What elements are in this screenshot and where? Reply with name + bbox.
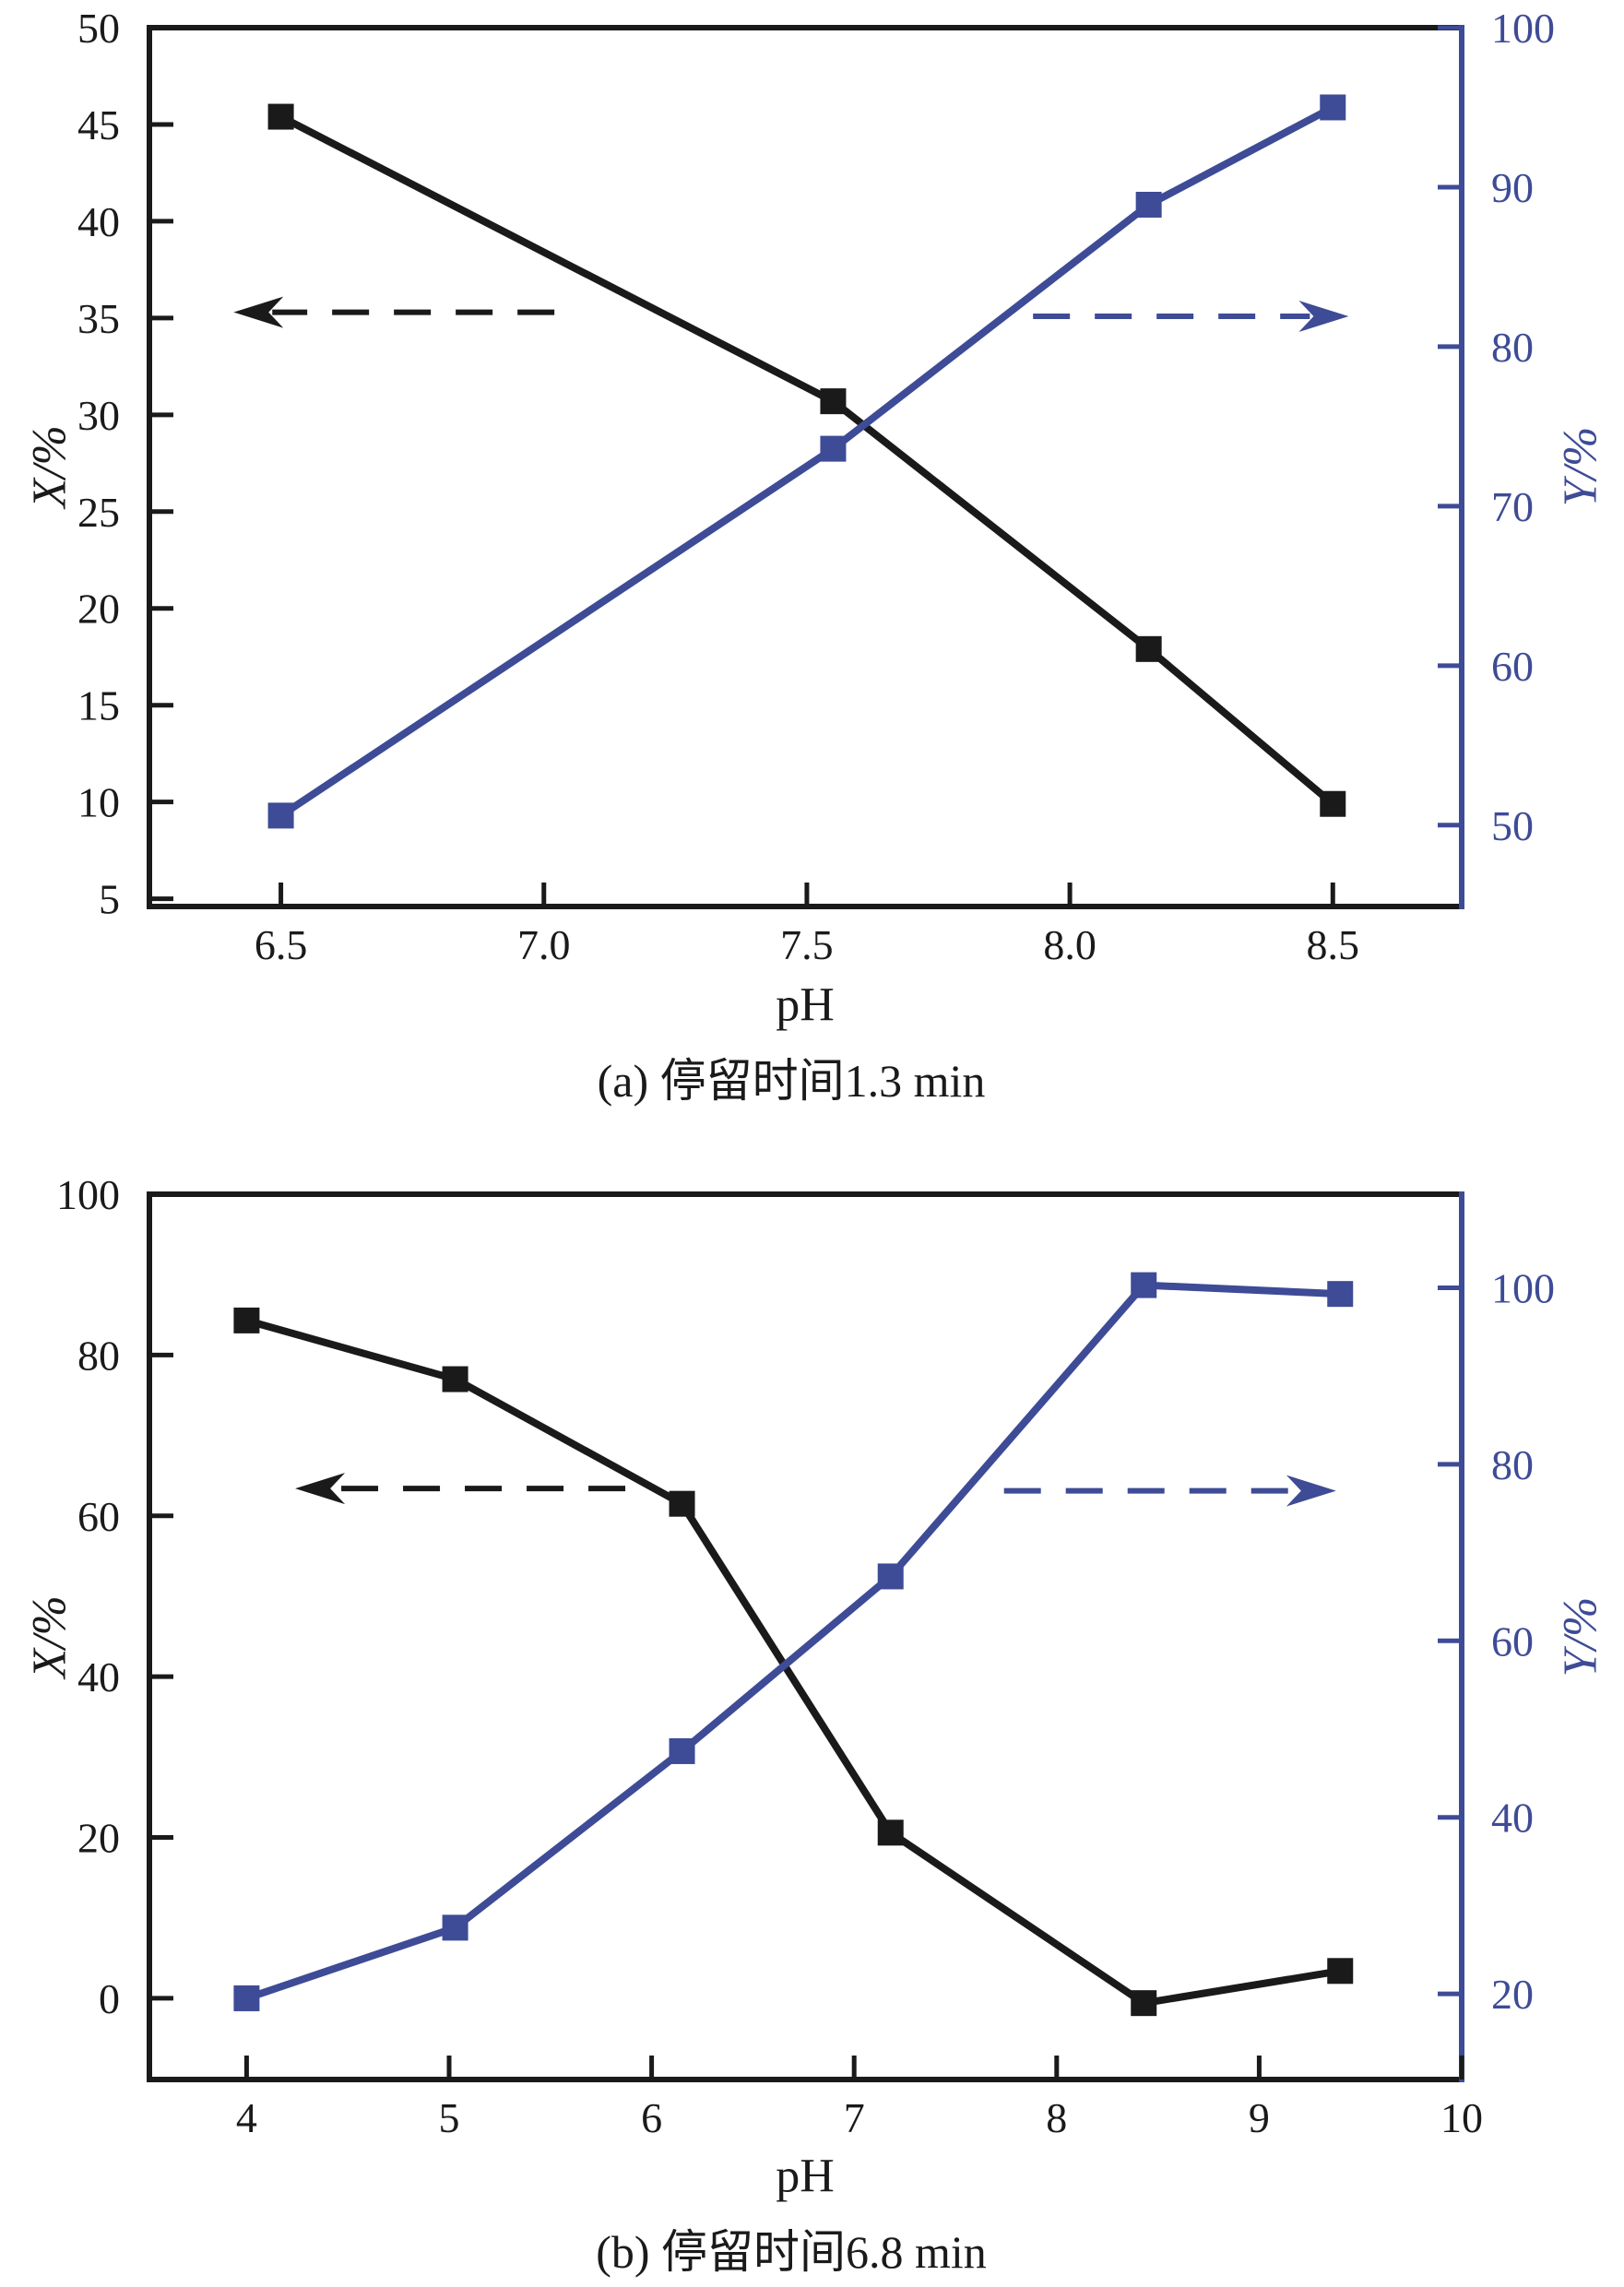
x-axis-tick-label: 8 [1046,2094,1067,2141]
left-axis-tick-label: 45 [77,101,120,148]
left-axis-tick-label: 20 [77,586,120,633]
data-point-marker [877,1563,904,1590]
left-axis-tick-label: 20 [77,1815,120,1862]
right-axis-tick-label: 20 [1491,1971,1534,2018]
x-axis-title-a: pH [776,978,835,1032]
x-axis-tick-label: 5 [439,2094,460,2141]
left-axis-tick-label: 25 [77,489,120,536]
right-axis-tick-label: 100 [1491,5,1555,52]
annotation-arrowhead [295,1473,346,1505]
series-line [245,1281,1341,2002]
left-axis-tick-label: 35 [77,295,120,342]
left-axis-tick-label: 10 [77,779,120,826]
series-line [279,103,1335,819]
x-axis-tick-label: 7.5 [780,921,834,968]
right-axis-tick-label: 60 [1491,1617,1534,1665]
data-point-marker [1131,1272,1157,1298]
data-point-marker [233,1985,260,2011]
x-axis-tick-label: 9 [1249,2094,1270,2141]
right-y-axis-title-b: Y/% [1554,1596,1607,1677]
x-axis-tick-label: 6.5 [255,921,308,968]
left-y-axis-title-a: X/% [23,425,77,508]
data-point-marker [820,435,847,462]
x-axis-tick-label: 7 [844,2094,865,2141]
x-axis-tick-label: 8.5 [1307,921,1360,968]
data-point-marker [669,1490,695,1517]
data-point-marker [442,1366,468,1392]
subfigure-caption-a: (a) 停留时间1.3 min [597,1055,986,1107]
left-axis-tick-label: 40 [77,1653,120,1700]
left-y-axis-title-b: X/% [23,1595,77,1678]
data-point-marker [267,103,294,130]
right-axis-tick-label: 80 [1491,324,1534,371]
data-point-marker [442,1914,468,1941]
right-axis-tick-label: 70 [1491,483,1534,530]
right-axis-tick-label: 90 [1491,164,1534,211]
data-point-marker [1320,94,1346,121]
left-axis-tick-label: 50 [77,5,120,52]
right-y-axis-title-a: Y/% [1554,426,1607,507]
left-axis-tick-label: 80 [77,1332,120,1379]
data-point-marker [669,1737,695,1764]
data-point-marker [1135,191,1162,218]
annotation-arrowhead [1286,1475,1336,1507]
right-axis-tick-label: 60 [1491,643,1534,690]
left-axis-tick-label: 60 [77,1493,120,1540]
data-point-marker [1135,635,1162,662]
left-axis-tick-label: 5 [99,876,120,923]
data-point-marker [1320,790,1346,817]
data-point-marker [1131,1990,1157,2017]
left-axis-tick-label: 30 [77,392,120,439]
subfigure-caption-b: (b) 停留时间6.8 min [596,2226,987,2278]
annotation-arrowhead [1298,301,1349,333]
series-line [279,113,1335,807]
x-axis-tick-label: 8.0 [1043,921,1096,968]
data-point-marker [267,802,294,829]
right-axis-tick-label: 80 [1491,1441,1534,1488]
right-axis-tick-label: 40 [1491,1795,1534,1842]
left-axis-tick-label: 100 [56,1171,120,1218]
data-point-marker [1327,1281,1354,1308]
x-axis-tick-label: 10 [1440,2094,1483,2141]
data-point-marker [233,1307,260,1333]
data-point-marker [820,388,847,415]
x-axis-tick-label: 6 [641,2094,662,2141]
data-point-marker [877,1819,904,1846]
annotation-arrowhead [233,296,284,328]
x-axis-tick-label: 4 [236,2094,257,2141]
right-axis-tick-label: 100 [1491,1264,1555,1311]
left-axis-tick-label: 15 [77,682,120,729]
left-axis-tick-label: 40 [77,198,120,245]
x-axis-tick-label: 7.0 [517,921,571,968]
right-axis-tick-label: 50 [1491,802,1534,849]
left-axis-tick-label: 0 [99,1975,120,2022]
data-point-marker [1327,1958,1354,1985]
x-axis-title-b: pH [776,2150,835,2203]
